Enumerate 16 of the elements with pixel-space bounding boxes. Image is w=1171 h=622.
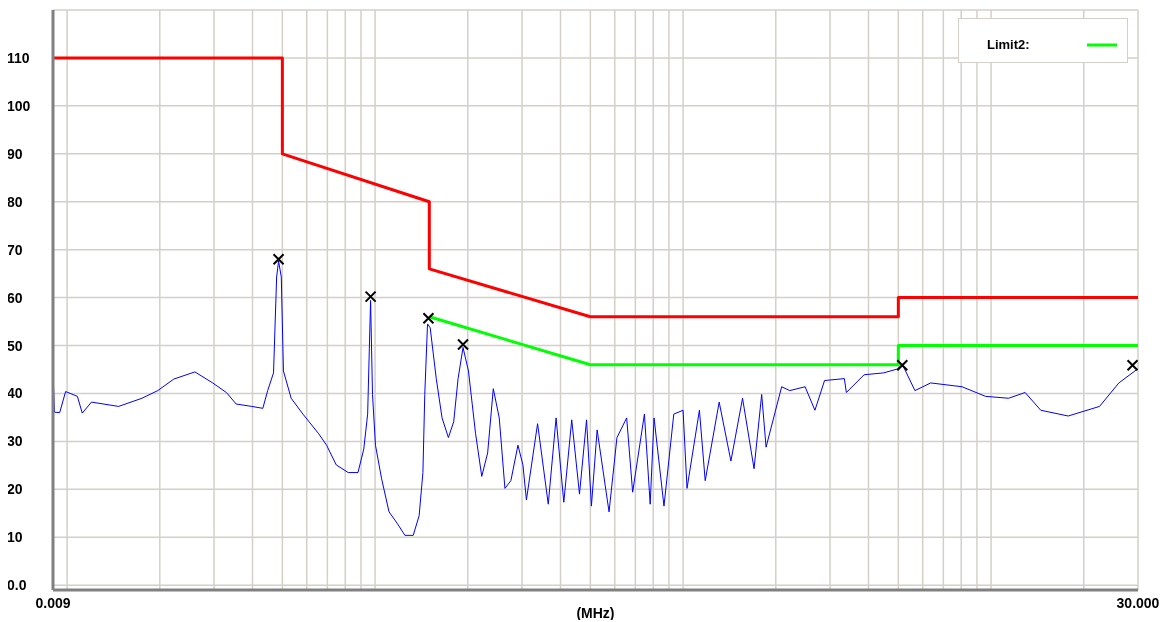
y-tick-label: 90 [7, 145, 23, 162]
y-tick-label: 0.0 [7, 577, 27, 594]
y-tick-label: 60 [7, 289, 23, 306]
y-tick-label: 10 [7, 529, 23, 546]
y-tick-label: 80 [7, 193, 23, 210]
y-tick-label: 30 [7, 433, 23, 450]
x-axis-title: (MHz) [576, 605, 615, 621]
y-tick-label: 20 [7, 481, 23, 498]
y-tick-label: 50 [7, 337, 23, 354]
x-tick-label: 30.000 [1116, 594, 1160, 611]
y-tick-label: 100 [7, 97, 31, 114]
y-tick-label: 40 [7, 385, 23, 402]
y-tick-label: 70 [7, 241, 23, 258]
legend-box: Limit2: [958, 18, 1128, 63]
y-tick-label: 110 [7, 49, 30, 66]
x-tick-label: 0.009 [35, 594, 71, 611]
